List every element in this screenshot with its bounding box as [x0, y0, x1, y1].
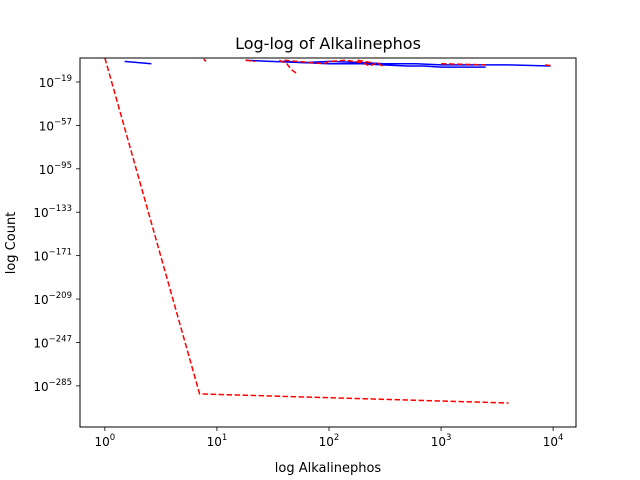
- series-2-segment-4: [278, 59, 298, 75]
- x-tick-label-0: 100: [95, 433, 116, 449]
- series-layer: [104, 57, 554, 404]
- series-2-segment-3: [245, 59, 256, 63]
- series-2-segment-6: [357, 59, 372, 64]
- x-axis-ticks: 100 101 102 103 104: [95, 427, 564, 449]
- y-axis-ticks: 10−19 10−57 10−95 10−133 10−171 10−209 10−247 1…: [33, 74, 80, 394]
- y-tick-label-5: 10−209: [33, 291, 72, 307]
- chart-title: Log-log of Alkalinephos: [235, 34, 421, 53]
- series-2-segment-7: [441, 62, 486, 66]
- y-axis-label: log Count: [4, 212, 19, 275]
- y-tick-label-2: 10−95: [39, 161, 72, 177]
- series-2-segment-5: [284, 59, 385, 68]
- y-tick-label-6: 10−247: [33, 334, 72, 350]
- y-tick-label-7: 10−285: [33, 378, 72, 394]
- x-axis-label: log Alkalinephos: [275, 461, 382, 476]
- plot-frame: [79, 57, 577, 428]
- series-2-segment-1: [104, 57, 509, 404]
- y-tick-label-1: 10−57: [39, 117, 72, 133]
- series-2-segment-8: [545, 64, 554, 67]
- y-tick-label-3: 10−133: [33, 204, 72, 220]
- series-2-segment-2: [203, 58, 207, 62]
- y-tick-label-0: 10−19: [39, 74, 72, 90]
- x-tick-label-3: 103: [431, 433, 452, 449]
- x-tick-label-1: 101: [207, 433, 228, 449]
- y-tick-label-4: 10−171: [33, 248, 72, 264]
- series-1-segment-1: [124, 60, 152, 65]
- x-tick-label-2: 102: [319, 433, 340, 449]
- x-tick-label-4: 104: [543, 433, 564, 449]
